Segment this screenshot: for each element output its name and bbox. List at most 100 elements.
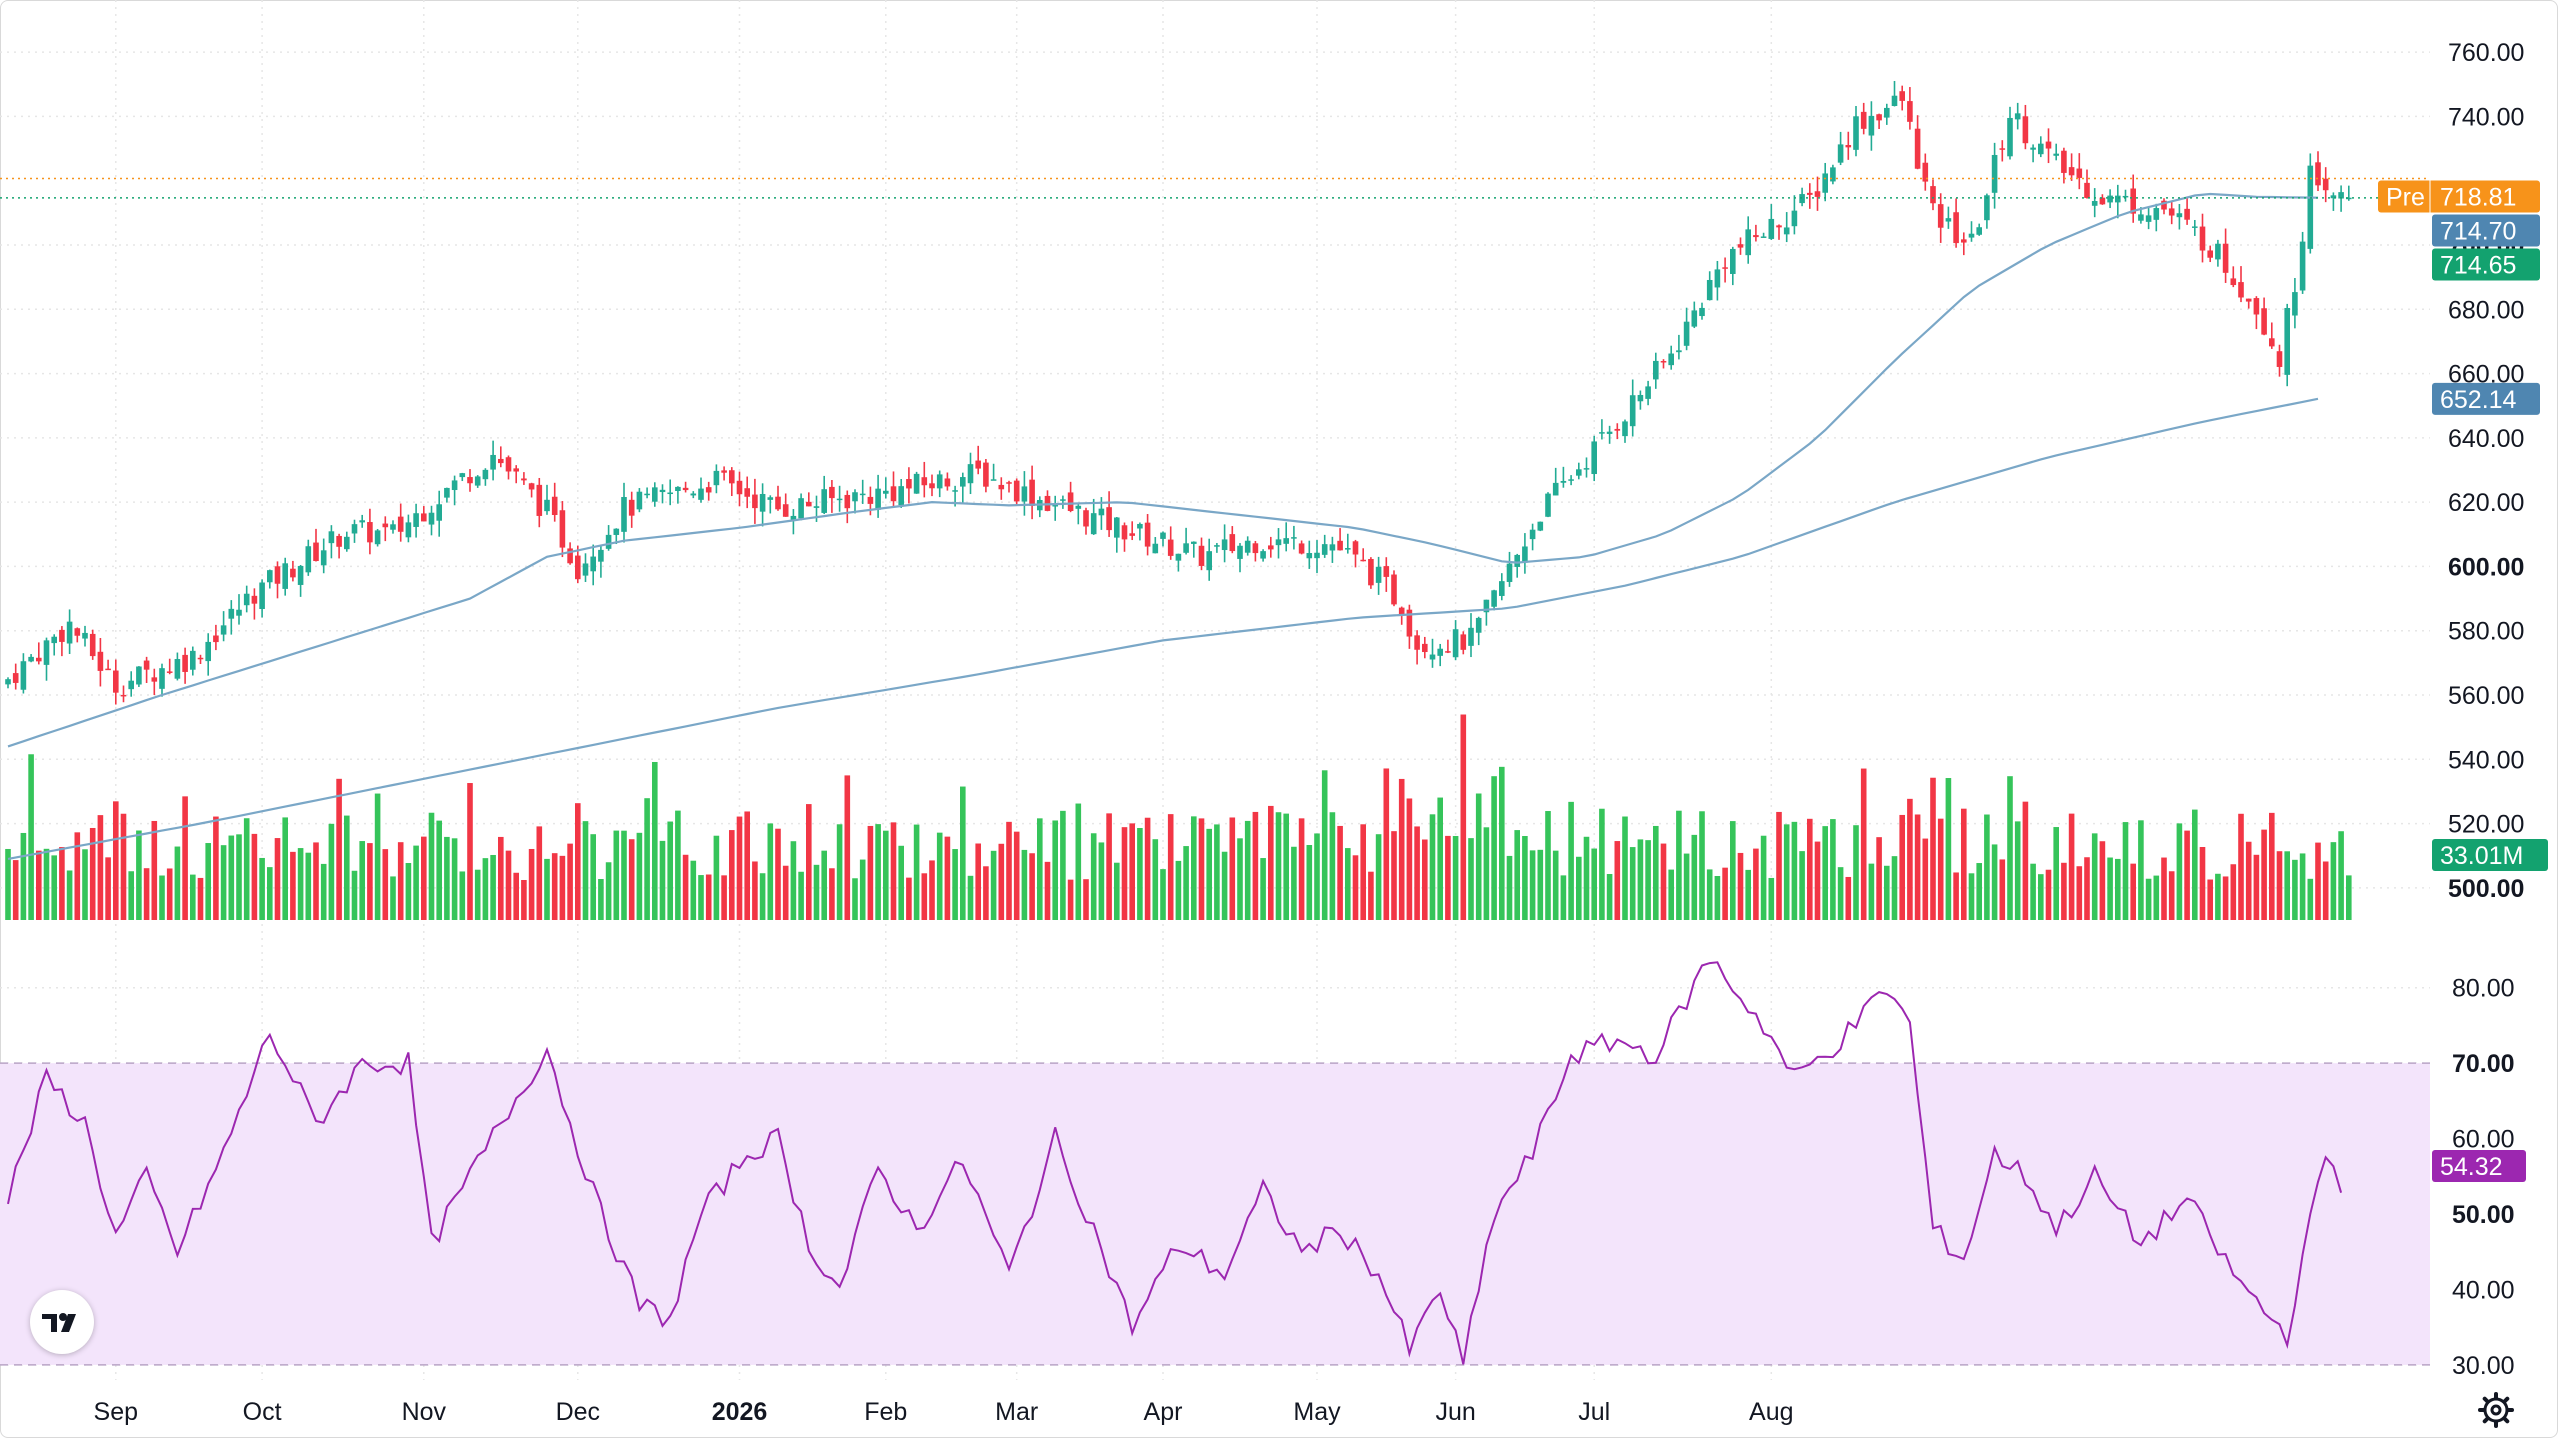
candle-body bbox=[1814, 191, 1821, 197]
candle-body bbox=[1406, 609, 1413, 637]
volume-bar bbox=[1552, 850, 1559, 920]
volume-bar bbox=[1691, 834, 1698, 920]
candle-body bbox=[790, 515, 797, 520]
candle-body bbox=[2330, 195, 2337, 199]
candle-body bbox=[698, 488, 704, 500]
volume-bar bbox=[1822, 826, 1828, 920]
time-axis-label: Nov bbox=[402, 1398, 447, 1426]
candle-body bbox=[143, 660, 150, 670]
volume-bar bbox=[729, 830, 735, 920]
volume-bar bbox=[1437, 797, 1443, 920]
candle-body bbox=[344, 536, 350, 550]
volume-bar bbox=[2053, 827, 2059, 920]
candle-body bbox=[1922, 162, 1929, 182]
volume-bar bbox=[859, 859, 866, 920]
candle-body bbox=[1422, 643, 1428, 653]
volume-bar bbox=[551, 853, 558, 920]
volume-bar bbox=[2068, 813, 2075, 920]
candle-body bbox=[813, 506, 820, 508]
volume-bar bbox=[436, 820, 442, 920]
volume-bar bbox=[1945, 778, 1952, 920]
candle-body bbox=[290, 568, 296, 578]
candle-body bbox=[1152, 543, 1159, 554]
volume-bar bbox=[151, 820, 158, 920]
candle-body bbox=[806, 501, 812, 507]
volume-bar bbox=[2284, 851, 2290, 920]
volume-bar bbox=[2207, 879, 2213, 920]
volume-bar bbox=[644, 798, 650, 920]
candle-body bbox=[1283, 538, 1289, 544]
ma-200-line bbox=[7, 397, 2319, 860]
candle-body bbox=[2253, 298, 2260, 315]
time-axis-label: Mar bbox=[995, 1398, 1038, 1426]
candle-body bbox=[1529, 529, 1536, 540]
volume-bar bbox=[1884, 865, 1890, 920]
candle-body bbox=[1491, 590, 1497, 607]
volume-bar bbox=[1622, 816, 1628, 920]
candle-body bbox=[752, 494, 758, 509]
candle-body bbox=[929, 483, 935, 489]
candle-body bbox=[2007, 117, 2013, 157]
volume-bar bbox=[166, 868, 173, 920]
volume-bar bbox=[505, 850, 512, 920]
last-price-badge: 714.70 bbox=[2440, 218, 2516, 246]
volume-bar bbox=[2084, 857, 2090, 920]
candle-body bbox=[1668, 353, 1674, 366]
volume-bar bbox=[1791, 821, 1798, 920]
candle-body bbox=[1314, 552, 1320, 559]
candle-body bbox=[220, 625, 227, 635]
volume-bar bbox=[1922, 838, 1929, 920]
tradingview-logo-icon[interactable] bbox=[30, 1290, 94, 1354]
candle-body bbox=[1568, 479, 1574, 481]
candle-body bbox=[1560, 480, 1567, 483]
volume-bar bbox=[1730, 821, 1736, 920]
candle-body bbox=[1275, 539, 1282, 546]
volume-bar bbox=[143, 868, 150, 920]
candle-body bbox=[1691, 310, 1698, 327]
rsi-tick-label: 30.00 bbox=[2452, 1352, 2515, 1380]
rsi-tick-label: 50.00 bbox=[2452, 1201, 2515, 1229]
volume-bar bbox=[274, 838, 281, 920]
volume-bar bbox=[1075, 803, 1082, 920]
volume-bar bbox=[413, 845, 419, 920]
time-axis-label: Jun bbox=[1435, 1398, 1475, 1426]
candle-body bbox=[1191, 541, 1197, 544]
candle-body bbox=[1791, 210, 1798, 227]
volume-bar bbox=[421, 836, 427, 920]
volume-bar bbox=[120, 813, 127, 920]
candle-body bbox=[1437, 648, 1443, 656]
ma-50-line bbox=[7, 192, 2319, 748]
candle-body bbox=[2091, 201, 2098, 206]
volume-bars bbox=[5, 714, 2352, 920]
rsi-tick-label: 40.00 bbox=[2452, 1276, 2515, 1304]
candle-body bbox=[2038, 143, 2044, 155]
volume-bar bbox=[97, 815, 104, 920]
volume-bar bbox=[1429, 814, 1436, 920]
volume-bar bbox=[374, 793, 381, 920]
volume-bar bbox=[659, 840, 666, 920]
rsi-tick-label: 60.00 bbox=[2452, 1126, 2515, 1154]
gear-icon[interactable] bbox=[2476, 1390, 2516, 1430]
candle-body bbox=[867, 496, 874, 504]
volume-bar bbox=[2184, 830, 2190, 920]
candle-body bbox=[166, 671, 173, 673]
candle-body bbox=[913, 473, 920, 494]
candle-body bbox=[1899, 91, 1905, 101]
candle-body bbox=[1991, 154, 1998, 193]
candle-body bbox=[451, 480, 458, 491]
volume-bar bbox=[721, 875, 727, 920]
volume-bar bbox=[1414, 826, 1420, 920]
ma200-badge-bg bbox=[2432, 382, 2540, 415]
volume-bar bbox=[1037, 818, 1043, 920]
candle-body bbox=[390, 524, 396, 530]
candle-body bbox=[1545, 493, 1551, 517]
candle-body bbox=[2168, 208, 2175, 216]
volume-bar bbox=[829, 868, 835, 920]
volume-bar bbox=[1753, 848, 1759, 920]
volume-bar bbox=[775, 828, 781, 920]
volume-bar bbox=[1452, 835, 1459, 920]
candle-body bbox=[2045, 141, 2052, 149]
candle-body bbox=[944, 478, 951, 487]
candle-body bbox=[1383, 566, 1390, 577]
